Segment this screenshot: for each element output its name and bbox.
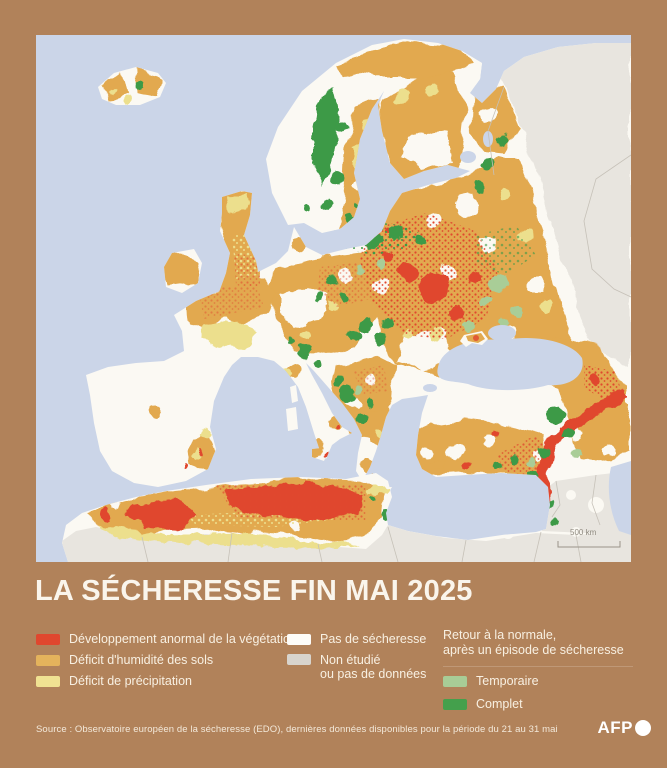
precipitation-deficit-regions	[96, 83, 553, 549]
legend-column-drought-levels: Développement anormal de la végétation D…	[36, 632, 297, 695]
abnormal-vegetation-swatch	[36, 634, 60, 645]
scale-label: 500 km	[570, 528, 597, 537]
legend-item-complete: Complet	[443, 697, 633, 711]
drought-map-svg: 500 km	[36, 35, 631, 562]
abnormal-vegetation-regions	[100, 213, 630, 529]
legend-label: Temporaire	[476, 673, 539, 688]
return-complete-swatch	[443, 698, 467, 710]
soil-moisture-swatch	[36, 655, 60, 666]
legend-header-line2: après un épisode de sécheresse	[443, 643, 624, 658]
inland-seas	[423, 131, 631, 535]
legend-label-line2: ou pas de données	[320, 667, 427, 681]
afp-logo: AFP	[597, 718, 651, 738]
return-temporary-swatch	[443, 675, 467, 687]
precipitation-swatch	[36, 676, 60, 687]
legend-label: Pas de sécheresse	[320, 632, 427, 646]
legend-label: Déficit de précipitation	[69, 674, 192, 688]
legend-label: Non étudié ou pas de données	[320, 653, 426, 681]
legend-item-no-drought: Pas de sécheresse	[287, 632, 437, 646]
source-credit: Source : Observatoire européen de la séc…	[36, 724, 558, 735]
legend-label: Développement anormal de la végétation	[69, 632, 297, 646]
europe-drought-map: 500 km	[36, 35, 631, 562]
legend-column-return-to-normal: Retour à la normale, après un épisode de…	[443, 628, 633, 720]
legend-item-soil-moisture: Déficit d'humidité des sols	[36, 653, 297, 667]
legend-label: Déficit d'humidité des sols	[69, 653, 214, 667]
scale-bar: 500 km	[557, 528, 621, 548]
country-borders	[141, 86, 631, 562]
legend-column-no-data: Pas de sécheresse Non étudié ou pas de d…	[287, 632, 437, 688]
page-title: LA SÉCHERESSE FIN MAI 2025	[35, 575, 473, 607]
legend-item-temporary: Temporaire	[443, 674, 633, 688]
legend-header: Retour à la normale, après un épisode de…	[443, 628, 633, 659]
legend-label-line1: Non étudié	[320, 653, 381, 667]
legend-item-abnormal-vegetation: Développement anormal de la végétation	[36, 632, 297, 646]
legend-header-line1: Retour à la normale,	[443, 628, 557, 642]
legend-item-not-studied: Non étudié ou pas de données	[287, 653, 437, 681]
afp-logo-text: AFP	[597, 718, 633, 737]
return-to-normal-items: Temporaire Complet	[443, 665, 633, 711]
not-studied-swatch	[287, 654, 311, 665]
crimea	[460, 331, 488, 347]
legend-item-precipitation: Déficit de précipitation	[36, 674, 297, 688]
afp-globe-icon	[635, 720, 651, 736]
legend-label: Complet	[476, 696, 523, 711]
no-drought-swatch	[287, 634, 311, 645]
